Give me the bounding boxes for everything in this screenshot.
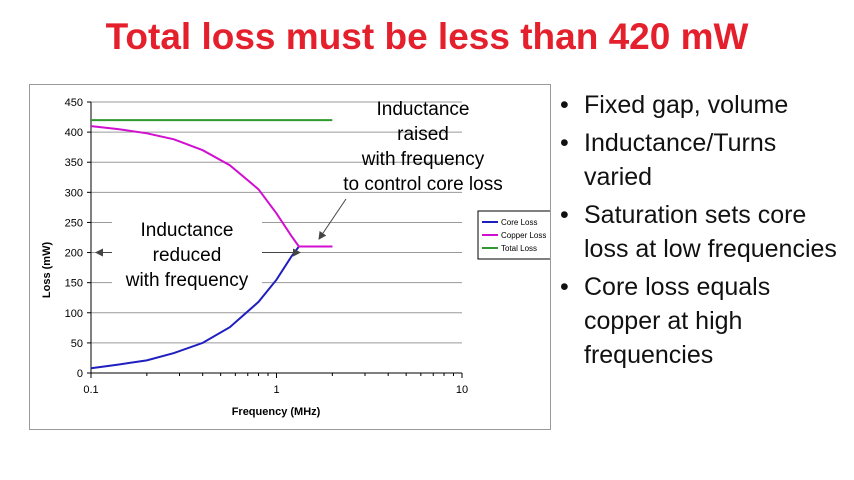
gridlines (91, 101, 462, 344)
y-tick-label: 300 (65, 187, 83, 199)
bullet-item: • Core loss equals copper at high freque… (560, 270, 850, 372)
annotation-line: with frequency (361, 149, 485, 170)
annotation-line: Inductance (140, 220, 234, 241)
bullet-item: • Fixed gap, volume (560, 88, 850, 122)
legend-label: Core Loss (501, 218, 537, 227)
annotation-line: with frequency (125, 270, 249, 291)
x-tick-label: 10 (456, 384, 468, 396)
y-tick-label: 450 (65, 97, 83, 109)
bullet-item: • Inductance/Turns varied (560, 126, 850, 194)
annotation-inductance-reduced: Inductance reduced with frequency (112, 218, 262, 293)
x-tick-label: 0.1 (83, 384, 98, 396)
legend: Core Loss Copper Loss Total Loss (477, 210, 550, 260)
y-tick-label: 250 (65, 217, 83, 229)
annotation-line: reduced (152, 245, 222, 266)
bullet-item: • Saturation sets core loss at low frequ… (560, 198, 850, 266)
bullet-marker: • (560, 91, 569, 119)
bullet-text: Inductance/Turns varied (584, 129, 777, 191)
bullet-marker: • (560, 201, 569, 229)
y-axis-title: Loss (mW) (41, 242, 53, 299)
y-tick-label: 100 (65, 308, 83, 320)
y-tick-label: 200 (65, 248, 83, 260)
series-lines (90, 119, 333, 370)
bullet-text: Saturation sets core loss at low frequen… (584, 201, 837, 263)
bullet-marker: • (560, 129, 569, 157)
y-tick-label: 0 (77, 368, 83, 380)
y-tick-label: 50 (71, 338, 83, 350)
y-tick-label: 350 (65, 157, 83, 169)
legend-label: Copper Loss (501, 231, 546, 240)
slide-title: Total loss must be less than 420 mW (105, 16, 749, 57)
axes: 0 50 100 150 200 250 300 350 400 450 0.1 1 10 (65, 97, 468, 396)
series-line-copper-loss (90, 125, 333, 248)
annotation-line: Inductance (376, 99, 470, 120)
bullet-text: Fixed gap, volume (584, 91, 789, 119)
bullet-marker: • (560, 273, 569, 301)
bullet-text: Core loss equals copper at high frequenc… (584, 273, 771, 369)
annotation-line: raised (397, 124, 449, 145)
annotation-line: to control core loss (343, 174, 503, 195)
legend-label: Total Loss (501, 244, 537, 253)
bullet-list: • Fixed gap, volume • Inductance/Turns v… (560, 88, 850, 376)
y-tick-label: 400 (65, 127, 83, 139)
x-axis-title: Frequency (MHz) (232, 406, 321, 418)
x-tick-label: 1 (273, 384, 279, 396)
annotation-inductance-raised: Inductance raised with frequency to cont… (330, 97, 516, 197)
y-tick-label: 150 (65, 278, 83, 290)
arrow-raised (318, 198, 347, 240)
